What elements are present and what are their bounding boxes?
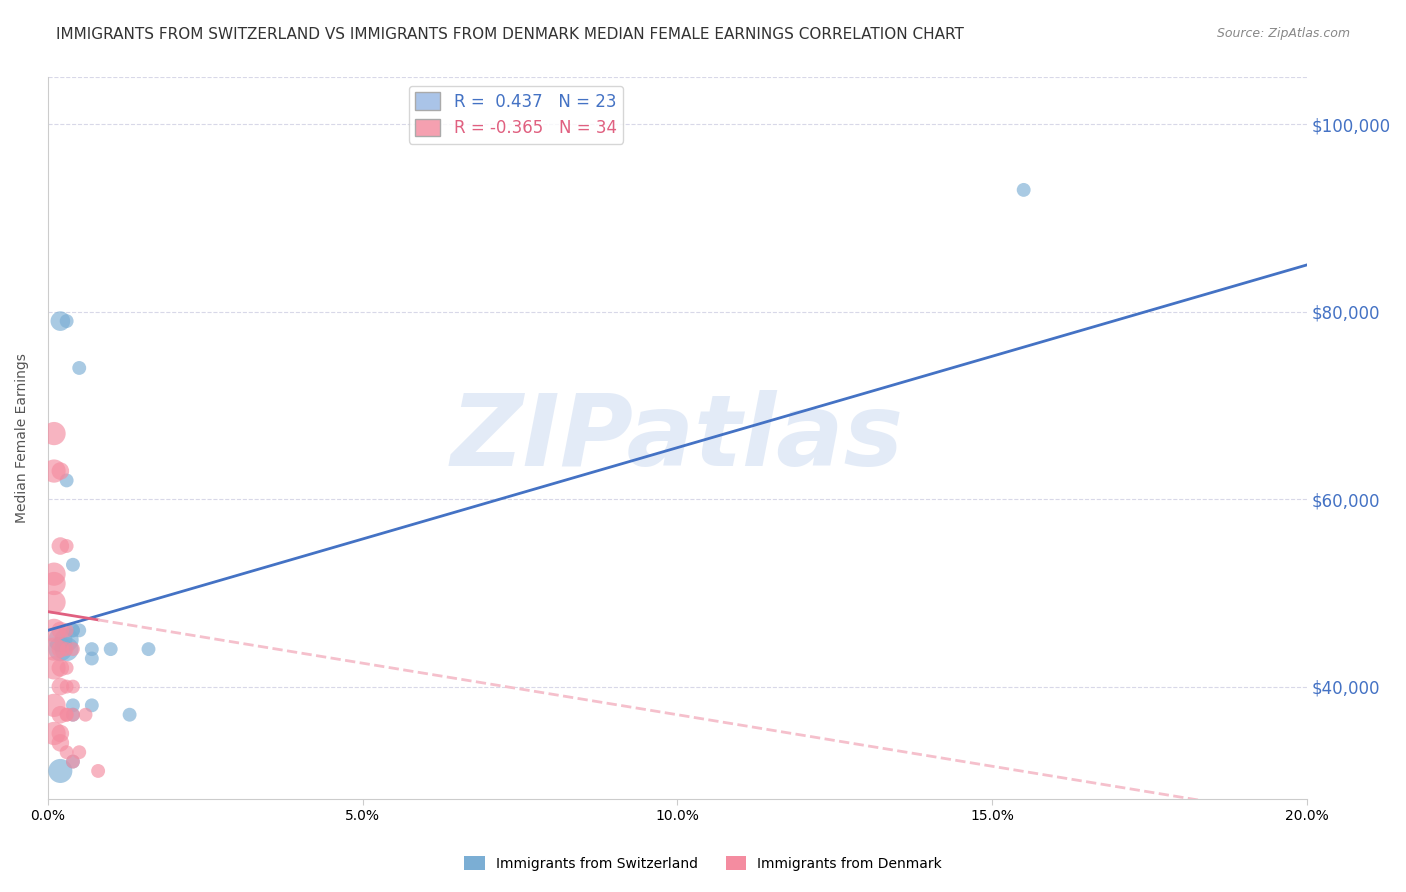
Point	[62, 707, 84, 722]
Point	[67, 624, 90, 638]
Point	[42, 595, 65, 609]
Legend: R =  0.437   N = 23, R = -0.365   N = 34: R = 0.437 N = 23, R = -0.365 N = 34	[409, 86, 623, 144]
Point	[49, 736, 72, 750]
Point	[62, 624, 84, 638]
Point	[42, 726, 65, 740]
Point	[62, 698, 84, 713]
Point	[49, 314, 72, 328]
Point	[55, 314, 77, 328]
Point	[42, 576, 65, 591]
Text: ZIPatlas: ZIPatlas	[451, 390, 904, 487]
Point	[42, 642, 65, 657]
Point	[49, 764, 72, 778]
Point	[42, 567, 65, 582]
Point	[49, 642, 72, 657]
Point	[55, 745, 77, 759]
Point	[80, 642, 103, 657]
Point	[62, 707, 84, 722]
Point	[80, 698, 103, 713]
Point	[49, 726, 72, 740]
Point	[55, 642, 77, 657]
Point	[62, 624, 84, 638]
Point	[49, 464, 72, 478]
Point	[49, 632, 72, 647]
Point	[55, 661, 77, 675]
Point	[55, 680, 77, 694]
Point	[49, 707, 72, 722]
Point	[55, 707, 77, 722]
Text: IMMIGRANTS FROM SWITZERLAND VS IMMIGRANTS FROM DENMARK MEDIAN FEMALE EARNINGS CO: IMMIGRANTS FROM SWITZERLAND VS IMMIGRANT…	[56, 27, 965, 42]
Point	[100, 642, 122, 657]
Legend: Immigrants from Switzerland, Immigrants from Denmark: Immigrants from Switzerland, Immigrants …	[458, 850, 948, 876]
Point	[62, 755, 84, 769]
Point	[87, 764, 110, 778]
Point	[42, 624, 65, 638]
Point	[67, 361, 90, 376]
Point	[55, 632, 77, 647]
Point	[62, 558, 84, 572]
Point	[42, 464, 65, 478]
Point	[49, 624, 72, 638]
Text: Source: ZipAtlas.com: Source: ZipAtlas.com	[1216, 27, 1350, 40]
Point	[62, 642, 84, 657]
Point	[42, 426, 65, 441]
Point	[55, 539, 77, 553]
Point	[55, 474, 77, 488]
Point	[49, 642, 72, 657]
Point	[49, 661, 72, 675]
Point	[62, 755, 84, 769]
Point	[80, 651, 103, 665]
Point	[138, 642, 160, 657]
Point	[67, 745, 90, 759]
Y-axis label: Median Female Earnings: Median Female Earnings	[15, 353, 30, 524]
Point	[1012, 183, 1035, 197]
Point	[49, 539, 72, 553]
Point	[118, 707, 141, 722]
Point	[42, 698, 65, 713]
Point	[55, 707, 77, 722]
Point	[55, 624, 77, 638]
Point	[75, 707, 97, 722]
Point	[49, 680, 72, 694]
Point	[62, 680, 84, 694]
Point	[55, 642, 77, 657]
Point	[42, 661, 65, 675]
